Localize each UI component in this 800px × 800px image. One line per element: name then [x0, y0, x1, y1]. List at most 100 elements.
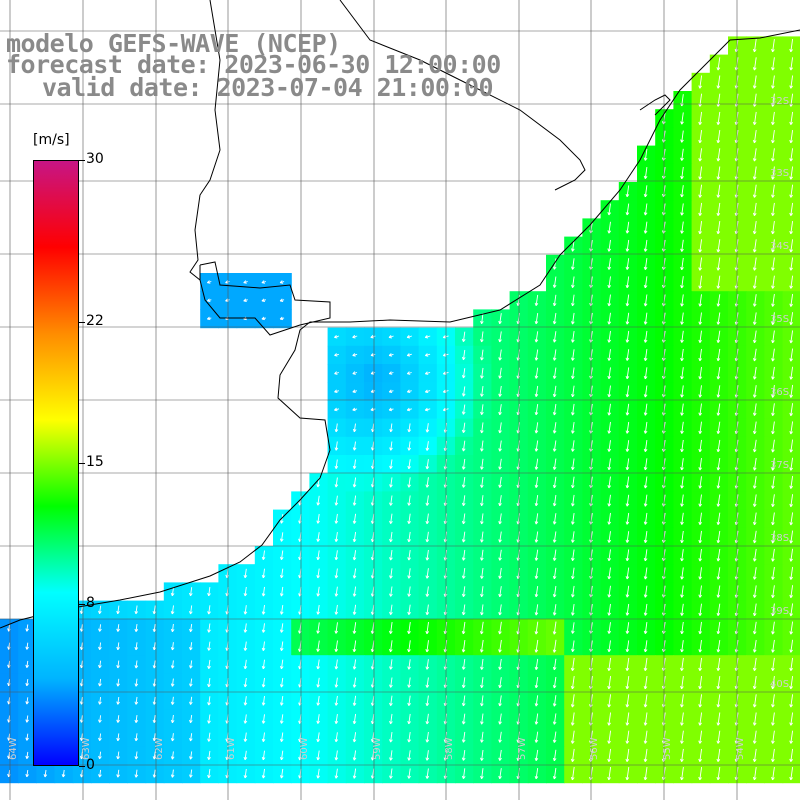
wind-arrow: [370, 334, 376, 339]
legend-tick-mark: [79, 766, 85, 767]
wind-arrow: [407, 513, 411, 524]
wind-arrow: [388, 389, 394, 394]
wind-arrow: [771, 257, 775, 271]
wind-arrow: [334, 586, 339, 597]
wind-arrow: [607, 294, 612, 307]
wind-arrow: [25, 770, 29, 778]
wind-arrow: [498, 639, 502, 653]
wind-arrow: [480, 567, 484, 579]
wind-arrow: [352, 407, 358, 412]
wind-arrow: [388, 334, 394, 339]
wind-arrow: [752, 476, 757, 489]
lon-label: 58W: [444, 737, 455, 760]
wind-arrow: [389, 604, 393, 615]
wind-arrow: [552, 749, 557, 762]
wind-arrow: [207, 769, 211, 779]
wind-arrow: [571, 403, 575, 416]
wind-arrow: [625, 203, 630, 216]
wind-arrow: [316, 604, 320, 615]
wind-arrow: [498, 458, 502, 470]
wind-arrow: [261, 605, 266, 615]
wind-arrow: [334, 732, 339, 743]
wind-arrow: [698, 294, 702, 307]
wind-arrow: [352, 334, 358, 339]
wind-arrow: [461, 659, 466, 670]
wind-arrow: [534, 749, 539, 761]
wind-arrow: [498, 404, 502, 416]
wind-arrow: [534, 549, 539, 561]
wind-arrow: [407, 423, 412, 433]
wind-arrow: [498, 621, 502, 635]
wind-arrow: [716, 603, 721, 616]
wind-arrow: [789, 403, 794, 417]
wind-arrow: [680, 203, 684, 216]
wind-arrow: [789, 639, 794, 653]
wind-arrow: [771, 439, 775, 453]
wind-arrow: [698, 730, 703, 744]
wind-arrow: [680, 330, 684, 343]
wind-arrow: [552, 513, 557, 525]
wind-arrow: [480, 458, 484, 470]
wind-arrow: [352, 371, 358, 375]
wind-arrow: [789, 585, 794, 599]
wind-arrow: [716, 257, 721, 271]
wind-arrow: [461, 349, 466, 361]
wind-arrow: [207, 659, 211, 669]
wind-arrow: [625, 640, 630, 653]
wind-arrow: [716, 367, 721, 380]
wind-arrow: [625, 421, 630, 434]
wind-arrow: [680, 257, 684, 271]
wind-arrow: [698, 767, 703, 781]
wind-arrow: [480, 422, 484, 434]
wind-arrow: [243, 280, 248, 284]
wind-arrow: [116, 642, 120, 651]
wind-arrow: [571, 567, 575, 580]
wind-arrow: [25, 660, 29, 668]
wind-arrow: [789, 712, 794, 726]
wind-arrow: [643, 549, 648, 562]
wind-arrow: [498, 349, 502, 361]
wind-arrow: [316, 732, 320, 743]
wind-arrow: [352, 513, 357, 524]
wind-arrow: [534, 658, 539, 670]
wind-arrow: [643, 349, 648, 361]
wind-arrow: [698, 512, 702, 525]
wind-arrow: [643, 203, 648, 216]
wind-arrow: [752, 603, 757, 617]
wind-arrow: [425, 604, 430, 616]
wind-arrow: [571, 294, 575, 307]
border-line: [339, 0, 586, 191]
wind-arrow: [752, 148, 757, 162]
wind-arrow: [680, 748, 684, 762]
wind-arrow: [698, 640, 702, 653]
wind-arrow: [643, 221, 648, 234]
wind-arrow: [716, 640, 721, 653]
wind-arrow: [771, 111, 775, 125]
wind-arrow: [571, 312, 575, 325]
wind-arrow: [752, 548, 757, 562]
wind-arrow: [243, 641, 248, 651]
wind-arrow: [480, 313, 484, 325]
wind-arrow: [534, 586, 539, 598]
wind-arrow: [752, 239, 757, 253]
wind-arrow: [388, 640, 393, 653]
wind-arrow: [752, 767, 757, 781]
wind-arrow: [643, 622, 648, 634]
wind-arrow: [752, 730, 757, 744]
wind-arrow: [243, 696, 248, 706]
wind-arrow: [25, 679, 29, 687]
wind-arrow: [461, 568, 466, 579]
wind-arrow: [461, 713, 466, 725]
wind-arrow: [116, 678, 120, 687]
wind-arrow: [134, 733, 139, 742]
wind-arrow: [607, 458, 612, 471]
wind-arrow: [752, 184, 757, 198]
wind-arrow: [643, 403, 648, 416]
legend-tick-label: 22: [86, 312, 104, 329]
wind-arrow: [643, 730, 648, 744]
wind-arrow: [752, 348, 757, 362]
wind-arrow: [570, 694, 575, 708]
wind-arrow: [406, 334, 413, 339]
wind-arrow: [498, 677, 502, 689]
wind-arrow: [698, 421, 702, 434]
